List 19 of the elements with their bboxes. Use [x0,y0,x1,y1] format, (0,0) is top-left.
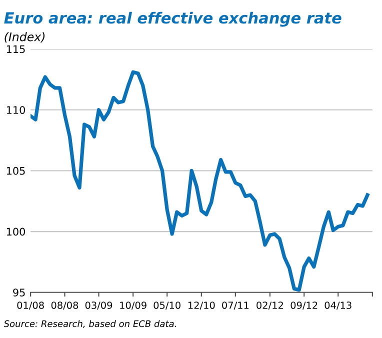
x-tick-label: 07/11 [222,302,249,310]
y-tick-label: 115 [6,45,25,54]
chart-subtitle: (Index) [4,32,45,43]
chart-title: Euro area: real effective exchange rate [4,12,342,27]
x-tick-label: 05/10 [154,302,180,310]
x-tick-label: 01/08 [17,302,44,310]
x-tick-label: 12/10 [188,302,215,310]
x-tick-label: 08/08 [51,302,78,310]
x-tick-label: 10/09 [120,302,146,310]
y-tick-label: 95 [13,288,25,296]
x-tick-label: 02/12 [256,302,283,310]
source-note: Source: Research, based on ECB data. [4,320,176,328]
x-tick-label: 04/13 [324,302,352,310]
y-tick-label: 100 [6,228,26,236]
y-tick-label: 110 [6,106,26,114]
y-tick-label: 105 [6,166,25,175]
line-series [30,70,370,292]
x-tick-label: 03/09 [85,302,112,310]
x-tick-label: 09/12 [290,302,318,310]
